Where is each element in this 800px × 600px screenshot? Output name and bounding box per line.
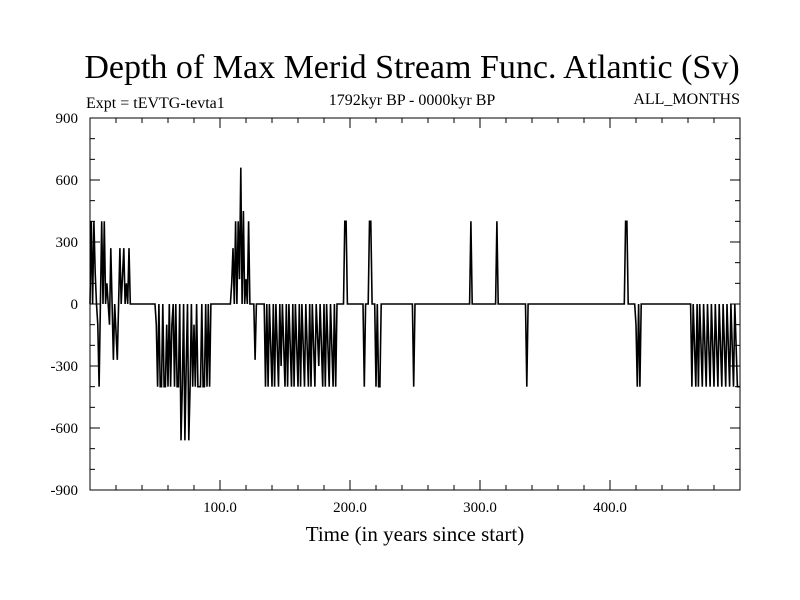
subtitle-period: 1792kyr BP - 0000kyr BP	[329, 92, 496, 109]
subtitle-experiment: Expt = tEVTG-tevta1	[86, 95, 225, 112]
x-tick-label: 400.0	[593, 500, 627, 516]
y-tick-label: 0	[71, 297, 79, 313]
y-tick-label: 900	[56, 111, 79, 127]
y-tick-label: 300	[56, 235, 79, 251]
series-line	[89, 167, 740, 441]
x-tick-label: 100.0	[203, 500, 237, 516]
y-tick-label: -600	[51, 421, 79, 437]
subtitle-months: ALL_MONTHS	[633, 91, 740, 108]
plot-frame	[89, 117, 741, 491]
y-tick-label: -300	[51, 359, 79, 375]
x-axis-label: Time (in years since start)	[306, 522, 525, 546]
y-tick-labels: -900 -600 -300 0 300 600 900	[51, 111, 79, 499]
chart-title: Depth of Max Merid Stream Func. Atlantic…	[84, 49, 739, 86]
series-layer	[89, 167, 740, 441]
x-tick-label: 300.0	[463, 500, 497, 516]
x-tick-label: 200.0	[333, 500, 367, 516]
y-tick-label: -900	[51, 483, 79, 499]
y-tick-label: 600	[56, 173, 79, 189]
x-tick-labels: 100.0 200.0 300.0 400.0	[203, 500, 627, 516]
